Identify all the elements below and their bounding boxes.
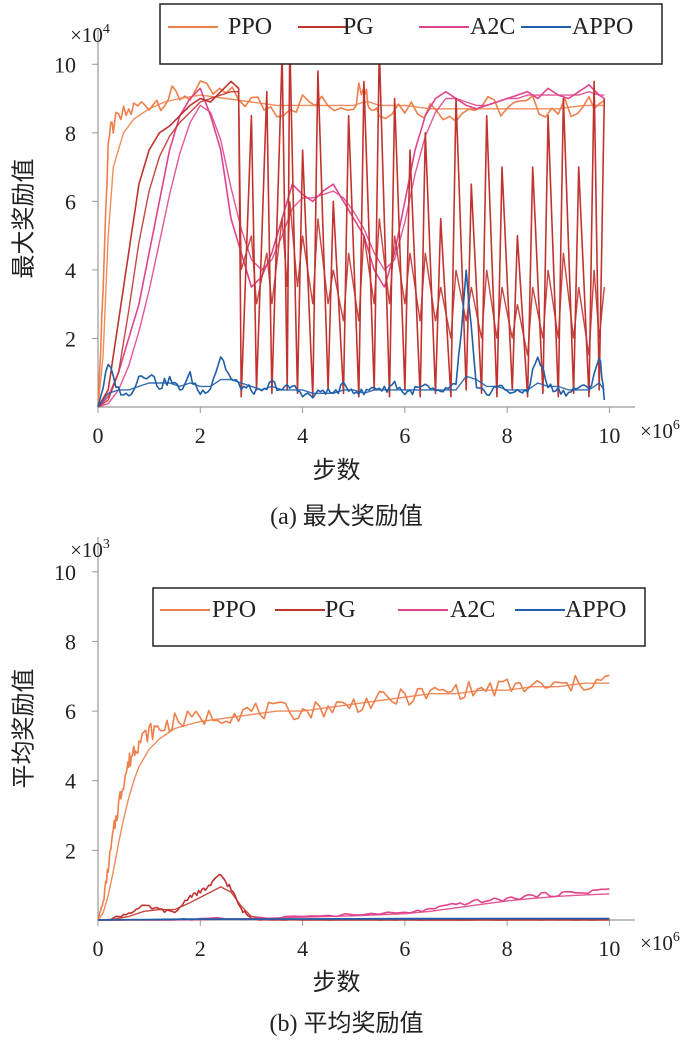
x-tick-label: 2 [195, 423, 206, 448]
y-tick-label: 10 [54, 560, 76, 585]
series-pg-smooth [97, 886, 610, 921]
y-tick-label: 6 [65, 699, 76, 724]
y-tick-label: 2 [65, 838, 76, 863]
legend-box [159, 3, 663, 65]
legend-label-appo: APPO [565, 597, 626, 623]
series-a2c-raw [98, 888, 610, 921]
series-a2c-smooth [97, 90, 605, 408]
y-multiplier-exp: 4 [103, 22, 110, 37]
series-ppo-smooth [97, 94, 605, 408]
series-pg-smooth [97, 90, 605, 408]
x-tick-label: 10 [598, 936, 620, 961]
chart-title: (b) 平均奖励值 [270, 1010, 424, 1037]
series-pg-raw [97, 873, 610, 921]
y-multiplier: ×104 [70, 22, 110, 47]
x-multiplier: ×106 [640, 930, 680, 955]
y-tick-label: 6 [65, 189, 76, 214]
x-tick-label: 2 [195, 936, 206, 961]
x-axis-label: 步数 [313, 969, 361, 996]
legend-label-a2c: A2C [450, 597, 495, 623]
y-tick-label: 2 [65, 326, 76, 351]
legend-label-pg: PG [343, 14, 374, 40]
legend-label-ppo: PPO [212, 597, 256, 623]
x-multiplier: ×106 [640, 418, 680, 443]
x-axis-label: 步数 [313, 457, 361, 484]
x-tick-label: 0 [93, 936, 104, 961]
series-ppo-smooth [97, 682, 610, 921]
y-tick-label: 4 [65, 769, 76, 794]
legend-box [152, 587, 646, 647]
legend-label-ppo: PPO [228, 14, 272, 40]
series-pg-raw [97, 39, 606, 408]
x-multiplier-exp: 6 [673, 418, 680, 433]
x-tick-label: 4 [297, 936, 308, 961]
legend-label-pg: PG [325, 597, 356, 623]
series-a2c-raw [97, 84, 605, 408]
y-multiplier: ×103 [70, 537, 110, 562]
x-tick-label: 8 [502, 423, 513, 448]
y-tick-label: 4 [65, 258, 76, 283]
legend-label-appo: APPO [572, 14, 633, 40]
y-tick-label: 8 [65, 121, 76, 146]
x-tick-label: 8 [502, 936, 513, 961]
series-a2c-smooth [98, 893, 610, 921]
y-axis-label: 平均奖励值 [11, 669, 38, 789]
max-reward-chart: 2 4 6 8 10 0 2 4 6 8 10 ×104 ×106 步数 最大奖励值 (a) 最大奖励值 PPO… [11, 3, 680, 530]
x-tick-label: 0 [93, 423, 104, 448]
y-axis-label: 最大奖励值 [11, 159, 38, 279]
series-appo-smooth [97, 917, 610, 921]
y-multiplier-exp: 3 [103, 537, 110, 552]
y-tick-label: 8 [65, 629, 76, 654]
series-appo-smooth [97, 375, 605, 408]
x-tick-label: 10 [598, 423, 620, 448]
x-tick-label: 6 [399, 936, 410, 961]
x-tick-label: 6 [399, 423, 410, 448]
x-multiplier-exp: 6 [673, 930, 680, 945]
y-tick-label: 10 [54, 52, 76, 77]
x-tick-label: 4 [297, 423, 308, 448]
chart-title: (a) 最大奖励值 [270, 503, 423, 530]
series-appo-raw [97, 269, 606, 408]
series-ppo-raw [97, 674, 610, 921]
legend-label-a2c: A2C [470, 14, 515, 40]
